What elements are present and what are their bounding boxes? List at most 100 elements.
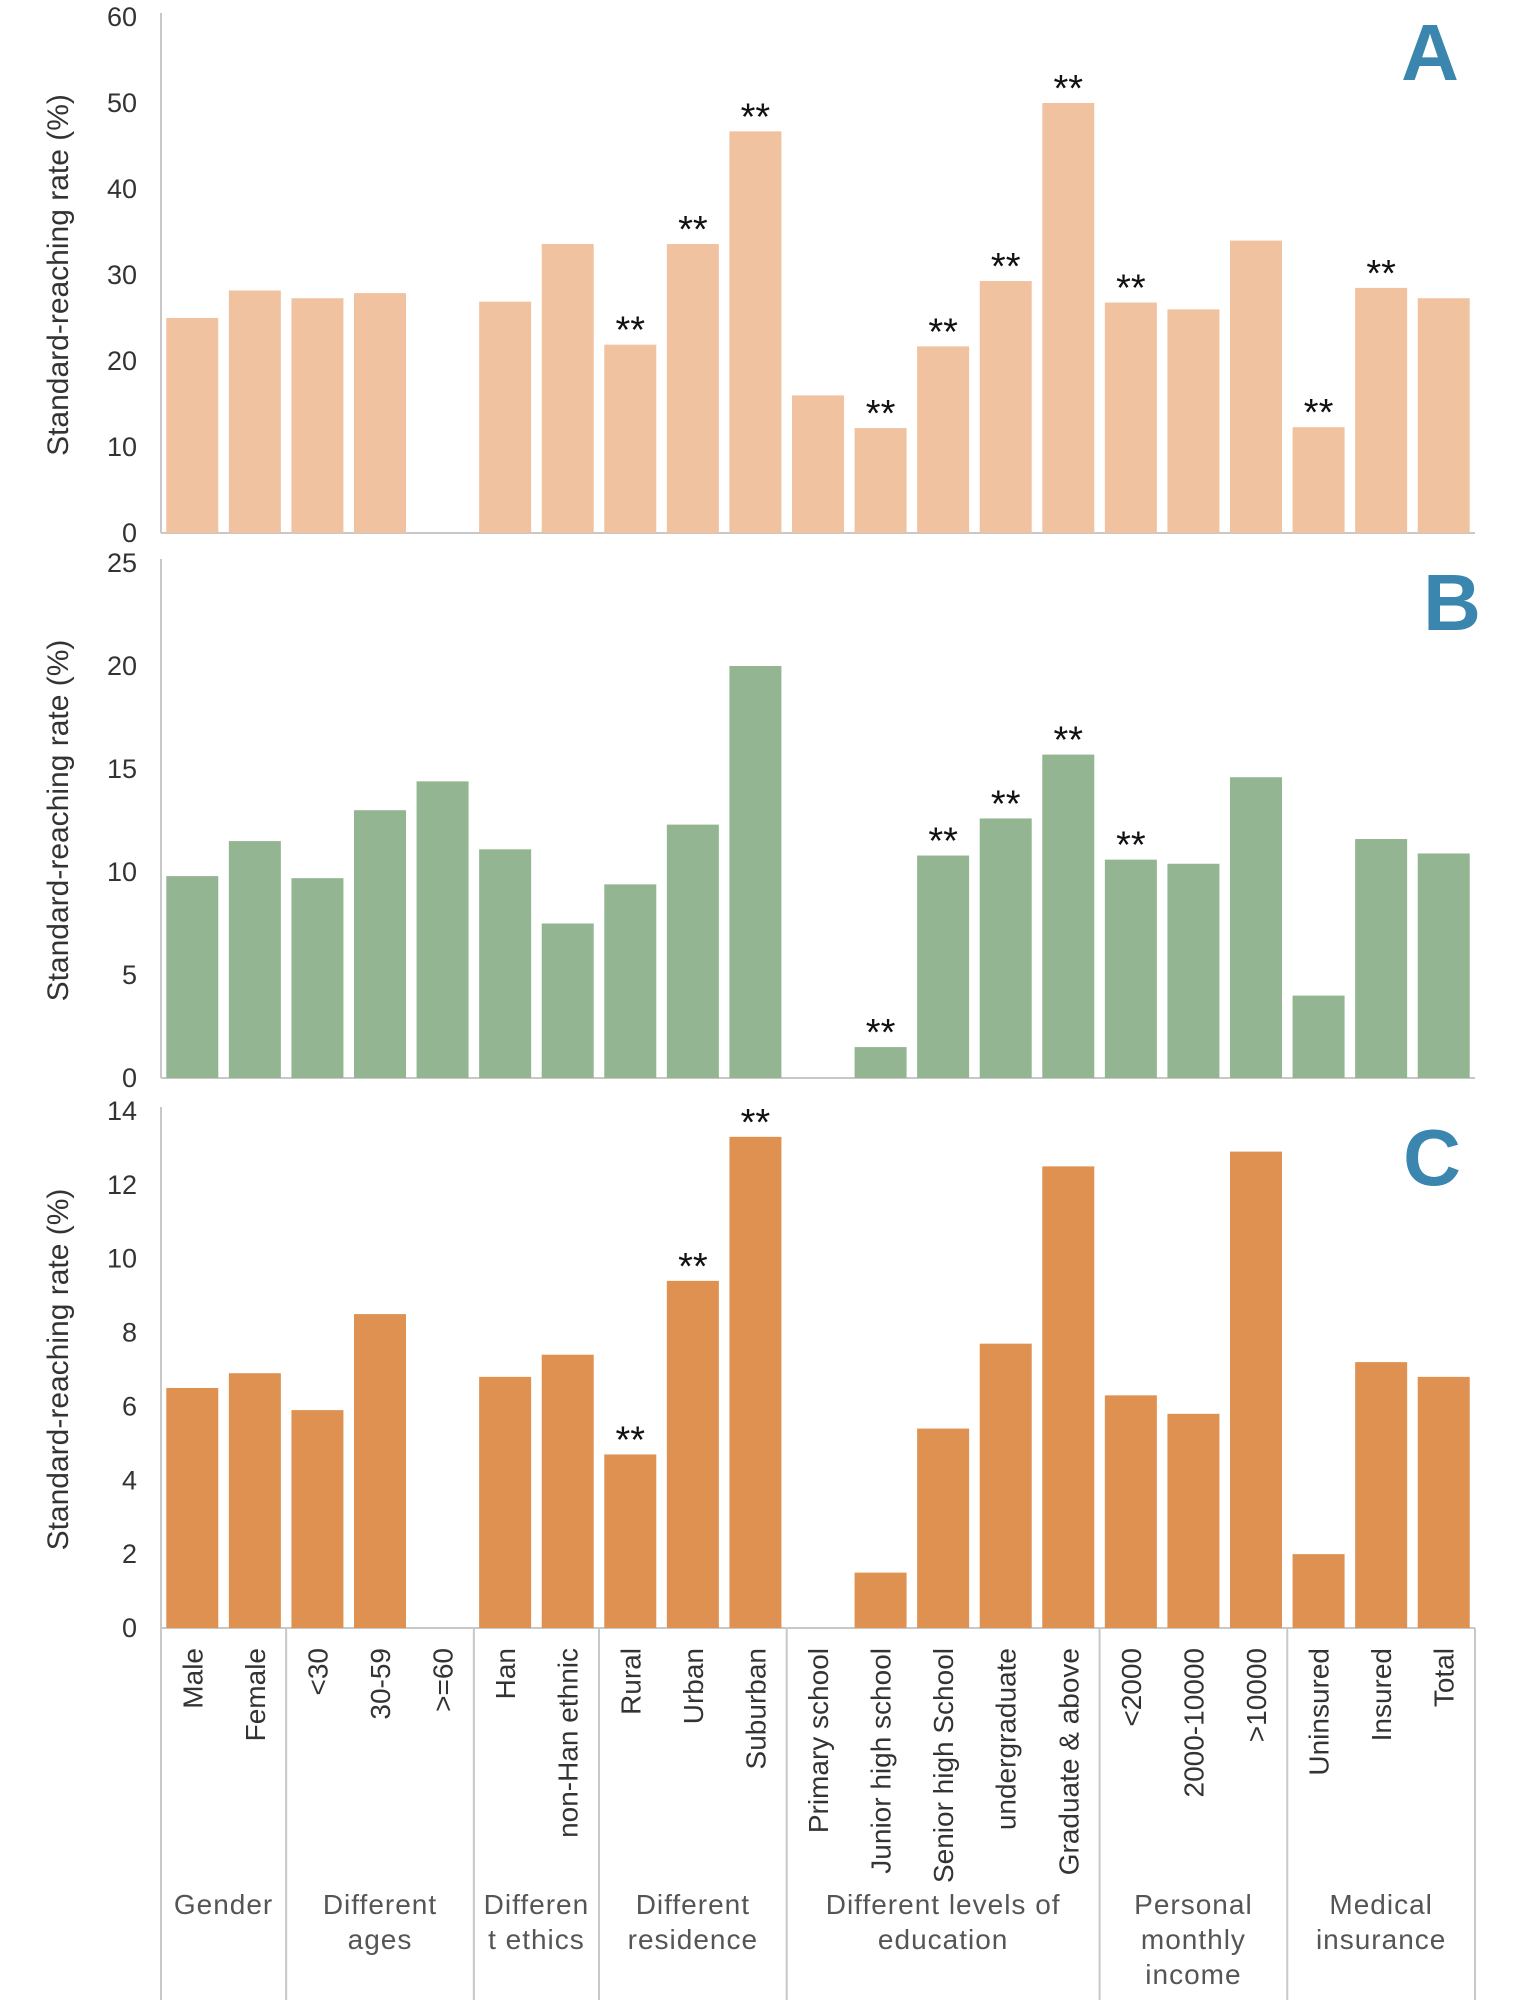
panel-c-y-tick-label: 6 — [122, 1391, 137, 1421]
panel-a-significance-mark: ** — [866, 393, 896, 435]
panel-a-bar-male — [166, 318, 219, 533]
panel-b-bar-han — [479, 849, 532, 1078]
panel-c-y-tick-label: 0 — [122, 1613, 137, 1643]
panel-c-bar-senior-high-school — [917, 1428, 970, 1628]
panel-c-y-tick-label: 14 — [107, 1096, 137, 1126]
panel-a-y-tick-label: 0 — [122, 518, 137, 548]
panel-b-bar-suburban — [729, 666, 782, 1078]
panel-a-y-tick-label: 40 — [107, 174, 137, 204]
panel-c-bar-uninsured — [1292, 1554, 1345, 1628]
panel-c-bar-total — [1417, 1376, 1470, 1628]
panel-c-y-tick-label: 12 — [107, 1170, 137, 1200]
panel-b-bar--10000 — [1230, 777, 1282, 1078]
panel-b-significance-mark: ** — [1053, 720, 1083, 762]
panel-b-bar-rural — [604, 884, 657, 1078]
panel-a-bar--2000 — [1104, 302, 1157, 533]
group-label-4: Different levels of — [826, 1889, 1061, 1920]
panel-a-bar-senior-high-school — [917, 346, 970, 533]
panel-a-bar-suburban — [729, 131, 782, 533]
category-label-han: Han — [490, 1648, 521, 1699]
category-label-rural: Rural — [615, 1648, 646, 1715]
group-label-1: Different — [323, 1889, 437, 1920]
category-label-senior-high-school: Senior high School — [928, 1648, 959, 1883]
category-label--10000: >10000 — [1241, 1648, 1272, 1742]
panel-b-significance-mark: ** — [928, 821, 958, 863]
panel-c-y-tick-label: 2 — [122, 1539, 137, 1569]
panel-a-bar-2000-10000 — [1167, 309, 1220, 533]
panel-a-bar-graduate-above — [1042, 103, 1095, 533]
panel-a-significance-mark: ** — [1366, 253, 1396, 295]
panel-c-y-tick-label: 10 — [107, 1244, 137, 1274]
panel-c-bar-female — [228, 1373, 281, 1628]
panel-c-y-tick-label: 8 — [122, 1318, 137, 1348]
group-label-2: t ethics — [488, 1924, 585, 1955]
panel-a-bar-30-59 — [354, 293, 406, 533]
panel-c-bar-rural — [604, 1454, 657, 1628]
panel-c-bar-graduate-above — [1042, 1166, 1095, 1628]
panel-c-letter: C — [1403, 1113, 1461, 1202]
panel-a-bar-female — [228, 290, 281, 533]
category-label-2000-10000: 2000-10000 — [1178, 1648, 1209, 1797]
panel-b-y-axis-title: Standard-reaching rate (%) — [42, 640, 75, 1002]
panel-a-significance-mark: ** — [741, 96, 771, 138]
group-label-2: Differen — [484, 1889, 590, 1920]
panel-c-bar-suburban — [729, 1136, 782, 1628]
category-label-undergraduate: undergraduate — [991, 1648, 1022, 1830]
panel-c-bar-undergraduate — [979, 1343, 1032, 1628]
category-label-30-59: 30-59 — [365, 1648, 396, 1720]
category-label-female: Female — [240, 1648, 271, 1741]
category-label-graduate-above: Graduate & above — [1053, 1648, 1084, 1875]
category-label-male: Male — [177, 1648, 208, 1709]
panel-a-bar-uninsured — [1292, 427, 1345, 533]
category-label--30: <30 — [302, 1648, 333, 1696]
panel-a-significance-mark: ** — [615, 310, 645, 352]
panel-a-significance-mark: ** — [678, 209, 708, 251]
panel-c-bar-insured — [1355, 1362, 1408, 1628]
panel-b-letter: B — [1423, 558, 1481, 647]
panel-a-bar-undergraduate — [979, 281, 1032, 533]
panel-a-bar-primary-school — [792, 395, 844, 533]
panel-c-bar--10000 — [1230, 1151, 1282, 1628]
category-label--2000: <2000 — [1116, 1648, 1147, 1727]
panel-c-bar-junior-high-school — [854, 1572, 907, 1628]
panel-a-significance-mark: ** — [928, 311, 958, 353]
panel-a-bar--30 — [291, 298, 344, 533]
category-label--60: >=60 — [428, 1648, 459, 1712]
panel-a-y-tick-label: 20 — [107, 346, 137, 376]
panel-c-y-axis-title: Standard-reaching rate (%) — [42, 1189, 75, 1551]
group-label-3: residence — [628, 1924, 758, 1955]
panel-b-bar-30-59 — [354, 810, 406, 1078]
panel-a-y-tick-label: 10 — [107, 432, 137, 462]
panel-a-bar-total — [1417, 298, 1470, 533]
category-label-total: Total — [1429, 1648, 1460, 1707]
category-label-urban: Urban — [678, 1648, 709, 1724]
panel-b-y-tick-label: 5 — [122, 960, 137, 990]
panel-a-bar-non-han-ethnic — [541, 244, 594, 534]
panel-b-bar-2000-10000 — [1167, 863, 1220, 1078]
panel-b-y-tick-label: 10 — [107, 857, 137, 887]
panel-c-bar-non-han-ethnic — [541, 1354, 594, 1628]
category-label-suburban: Suburban — [740, 1648, 771, 1769]
panel-b-y-tick-label: 0 — [122, 1063, 137, 1093]
panel-b-bar--2000 — [1104, 859, 1157, 1078]
panel-b-bar-non-han-ethnic — [541, 923, 594, 1078]
group-label-5: income — [1145, 1959, 1241, 1990]
group-label-5: Personal — [1134, 1889, 1253, 1920]
panel-a-bar-rural — [604, 344, 657, 533]
panel-b-significance-mark: ** — [991, 783, 1021, 825]
panel-b-significance-mark: ** — [1116, 825, 1146, 867]
panel-b-bar-insured — [1355, 839, 1408, 1078]
panel-b-bar-male — [166, 876, 219, 1078]
group-label-5: monthly — [1141, 1924, 1246, 1955]
panel-b-bar-total — [1417, 853, 1470, 1078]
panel-b-bar-undergraduate — [979, 818, 1032, 1078]
panel-b-bar-uninsured — [1292, 995, 1345, 1078]
panel-b-bar-urban — [666, 824, 719, 1078]
panel-c-y-tick-label: 4 — [122, 1465, 137, 1495]
group-label-1: ages — [348, 1924, 413, 1955]
panel-c-bar-2000-10000 — [1167, 1413, 1220, 1628]
panel-a-y-tick-label: 30 — [107, 260, 137, 290]
panel-b-bar--60 — [416, 781, 469, 1078]
category-label-insured: Insured — [1366, 1648, 1397, 1741]
